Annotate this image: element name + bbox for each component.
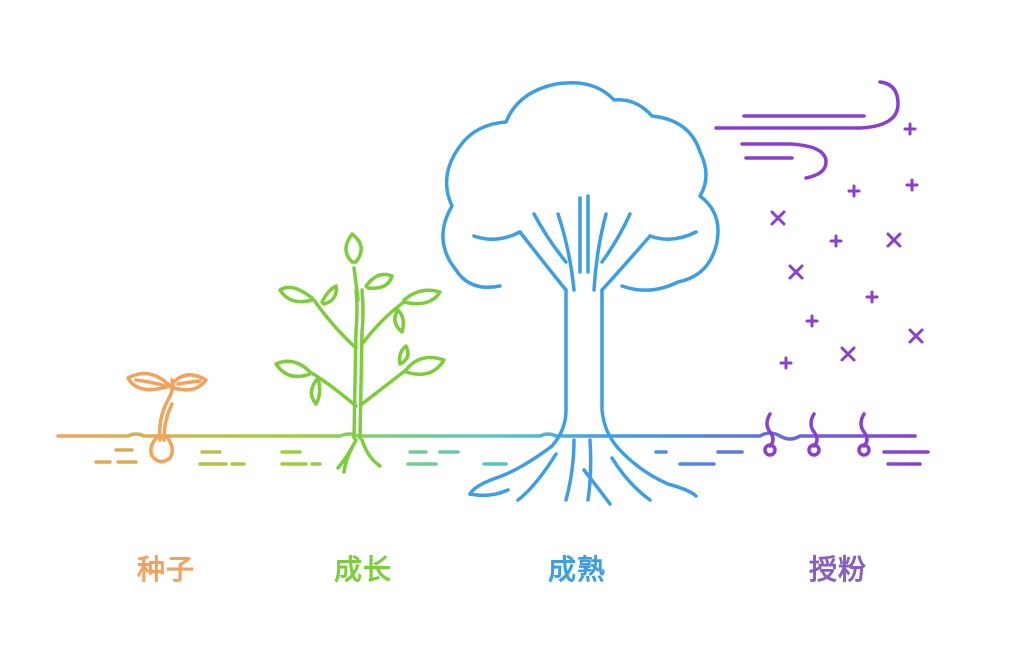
young-plant-icon	[274, 232, 446, 474]
pollen-sparkles	[770, 122, 924, 370]
seedling-icon	[126, 371, 208, 464]
stage-label-growth: 成长	[333, 553, 392, 586]
tree-icon	[441, 80, 720, 506]
stage-label-pollination: 授粉	[808, 553, 867, 586]
pollinated-seeds	[763, 412, 871, 457]
stage-label-seed: 种子	[136, 553, 195, 586]
stage-label-mature: 成熟	[547, 553, 606, 586]
wind-pollen-icon	[714, 80, 924, 457]
ground-line	[56, 431, 930, 466]
